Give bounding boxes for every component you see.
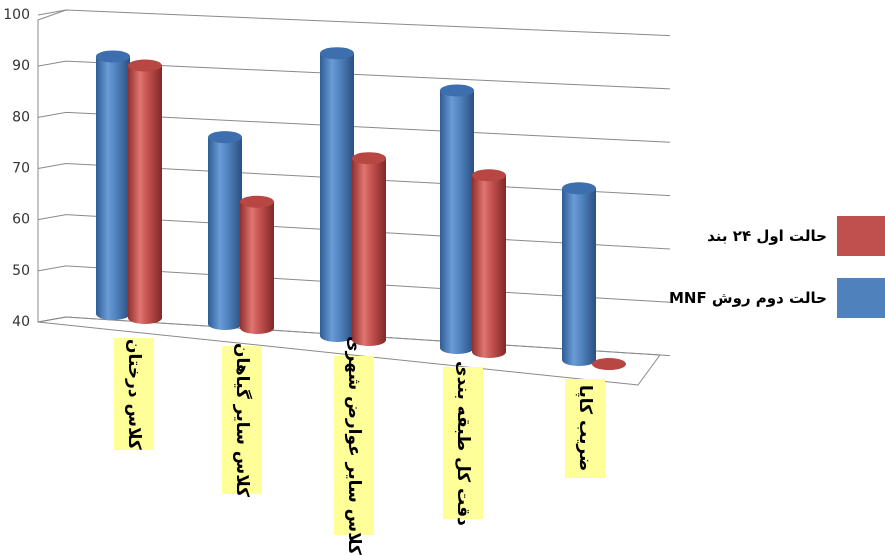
x-tick-label-text: کلاس سایر گیاهان bbox=[232, 342, 252, 498]
legend-label: حالت اول ۲۴ بند bbox=[707, 227, 827, 245]
y-tick-label: 70 bbox=[12, 161, 30, 177]
x-tick-label: کلاس سایر عوارض شهری bbox=[334, 336, 374, 555]
gridline bbox=[37, 9, 671, 37]
bar-blue bbox=[320, 47, 354, 342]
legend-swatch-red bbox=[837, 216, 885, 256]
x-tick-label-text: دقت کل طبقه بندی bbox=[453, 360, 473, 526]
legend-item-series-1: حالت دوم روش MNF bbox=[640, 278, 885, 318]
bar-red bbox=[352, 152, 386, 346]
bar-red bbox=[128, 59, 162, 324]
legend-swatch-blue bbox=[837, 278, 885, 318]
y-tick-label: 90 bbox=[12, 58, 30, 74]
x-tick-label: کلاس سایر گیاهان bbox=[222, 342, 262, 498]
bar-blue bbox=[562, 182, 596, 366]
y-tick-label: 100 bbox=[3, 7, 30, 23]
gridline bbox=[37, 60, 671, 90]
y-tick-label: 60 bbox=[12, 212, 30, 228]
x-tick-label-text: کلاس سایر عوارض شهری bbox=[344, 336, 364, 555]
bar-red bbox=[592, 358, 626, 370]
bar-blue bbox=[440, 84, 474, 354]
y-tick-label: 40 bbox=[12, 314, 30, 330]
x-tick-label: دقت کل طبقه بندی bbox=[443, 361, 483, 525]
bar-red bbox=[472, 169, 506, 358]
x-tick-label: کلاس درختان bbox=[114, 338, 154, 450]
bar-red bbox=[240, 195, 274, 334]
legend-label: حالت دوم روش MNF bbox=[668, 289, 827, 307]
y-tick-label: 50 bbox=[12, 263, 30, 279]
chart: 40 50 60 70 80 90 100 bbox=[3, 7, 671, 386]
x-tick-label-text: کلاس درختان bbox=[124, 338, 144, 450]
y-tick-label: 80 bbox=[12, 109, 30, 125]
bar-blue bbox=[96, 50, 130, 320]
bar-blue bbox=[208, 131, 242, 330]
x-tick-label-text: ضریب کاپا bbox=[575, 385, 595, 472]
x-tick-label: ضریب کاپا bbox=[565, 379, 605, 478]
legend: حالت اول ۲۴ بند حالت دوم روش MNF bbox=[640, 216, 885, 340]
legend-item-series-2: حالت اول ۲۴ بند bbox=[640, 216, 885, 256]
